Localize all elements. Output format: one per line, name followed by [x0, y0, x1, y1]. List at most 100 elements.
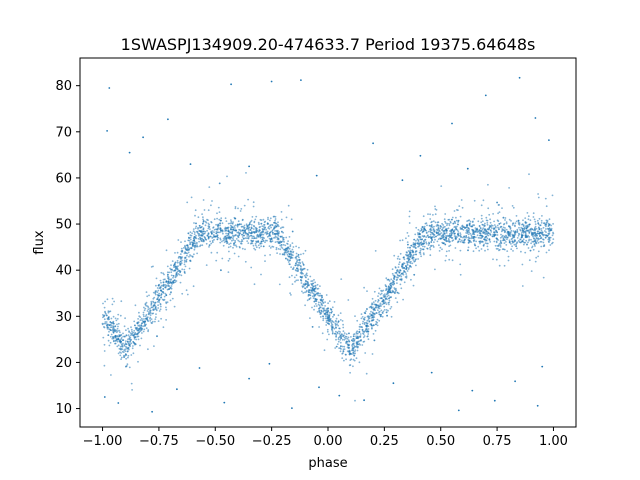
data-point [315, 300, 318, 303]
data-point [444, 259, 447, 262]
data-point [486, 222, 489, 224]
data-point [547, 225, 550, 228]
data-point [479, 237, 481, 239]
data-point [191, 242, 194, 244]
data-point [246, 226, 249, 228]
data-point [311, 326, 314, 328]
data-point [510, 238, 513, 241]
data-point [162, 272, 165, 275]
data-point [237, 255, 240, 258]
data-point [322, 308, 325, 310]
data-point [156, 301, 159, 303]
data-point [346, 343, 349, 345]
data-point [537, 255, 539, 258]
data-point [154, 291, 157, 294]
data-point [325, 294, 328, 296]
data-point [329, 318, 332, 321]
data-point [508, 225, 510, 228]
data-point [111, 329, 114, 332]
data-point [156, 287, 159, 289]
data-point [542, 233, 545, 236]
data-point [320, 299, 322, 302]
data-point [395, 289, 398, 292]
data-point [434, 235, 437, 238]
data-point [365, 325, 368, 327]
data-point [337, 314, 340, 317]
data-point [444, 222, 447, 224]
data-point [151, 322, 153, 325]
data-point [136, 332, 139, 335]
data-point [528, 223, 531, 226]
data-point [449, 244, 452, 247]
data-point [412, 259, 415, 261]
data-point [547, 232, 550, 235]
data-point [157, 289, 160, 292]
data-point [317, 301, 320, 304]
data-point [269, 238, 272, 241]
data-point [342, 326, 345, 329]
data-point [136, 327, 139, 330]
data-point [493, 220, 495, 223]
data-point [457, 233, 460, 236]
data-point [170, 264, 172, 266]
data-point [294, 264, 297, 267]
data-point [493, 399, 496, 402]
data-point [165, 294, 168, 297]
data-point [377, 292, 380, 295]
data-point [176, 274, 179, 277]
data-point [505, 241, 507, 243]
data-point [434, 221, 437, 224]
data-point [324, 305, 326, 307]
data-point [381, 303, 384, 306]
scatter-points [101, 76, 555, 413]
data-point [157, 304, 160, 307]
data-point [185, 258, 188, 261]
data-point [436, 223, 439, 226]
data-point [333, 301, 336, 303]
data-point [347, 344, 350, 347]
data-point [342, 323, 344, 326]
data-point [254, 218, 257, 221]
data-point [504, 239, 506, 242]
data-point [133, 342, 136, 344]
data-point [306, 268, 309, 271]
data-point [152, 300, 154, 303]
data-point [461, 239, 463, 242]
data-point [384, 294, 386, 297]
data-point [229, 238, 232, 240]
data-point [326, 338, 329, 341]
data-point [399, 283, 402, 286]
data-point [538, 232, 541, 235]
data-point [343, 338, 346, 341]
data-point [125, 329, 127, 332]
data-point [514, 233, 517, 236]
data-point [422, 245, 424, 248]
data-point [335, 338, 337, 341]
data-point [396, 301, 399, 304]
data-point [265, 228, 267, 231]
data-point [193, 222, 195, 224]
data-point [401, 179, 404, 182]
data-point [439, 238, 442, 240]
data-point [354, 352, 356, 355]
data-point [466, 230, 469, 233]
data-point [305, 291, 308, 293]
x-tick-label: −0.25 [252, 434, 292, 449]
data-point [240, 208, 243, 210]
data-point [491, 235, 494, 238]
data-point [411, 251, 414, 254]
data-point [408, 222, 411, 224]
data-point [164, 286, 166, 289]
data-point [275, 248, 278, 251]
data-point [149, 314, 152, 316]
data-point [443, 218, 446, 221]
data-point [545, 234, 547, 237]
data-point [536, 240, 539, 242]
data-point [478, 249, 481, 252]
data-point [407, 259, 410, 262]
data-point [371, 297, 374, 300]
data-point [262, 230, 265, 233]
data-point [190, 196, 193, 199]
data-point [508, 187, 510, 189]
data-point [269, 254, 271, 256]
